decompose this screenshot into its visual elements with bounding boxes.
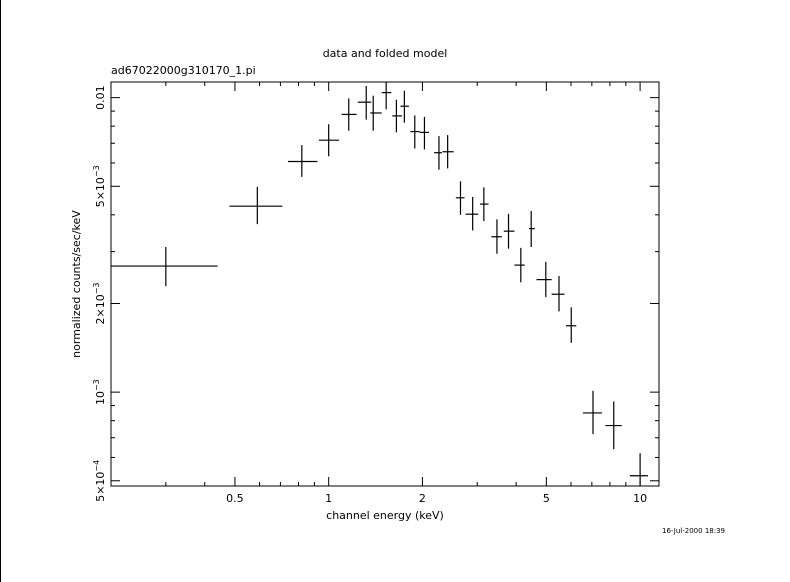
data-point (455, 181, 465, 215)
data-point (442, 135, 454, 169)
data-point (582, 390, 603, 435)
data-point (111, 247, 218, 287)
data-point (605, 401, 622, 450)
x-tick-label: 5 (543, 492, 550, 505)
data-point (392, 99, 403, 133)
data-point (370, 95, 382, 131)
data-point (529, 211, 535, 248)
y-axis-ticks (111, 97, 659, 482)
data-point (419, 116, 430, 150)
data-point (229, 186, 283, 225)
y-tick-label: 0.01 (94, 85, 107, 110)
data-point (410, 115, 420, 149)
data-point (565, 307, 577, 343)
x-tick-label: 10 (633, 492, 647, 505)
x-axis-tick-labels: 0.5 1 2 5 10 (226, 492, 647, 505)
data-point (491, 219, 502, 254)
data-point (465, 196, 479, 231)
chart-subtitle: ad67022000g310170_1.pi (111, 64, 256, 77)
y-tick-label: 2×10−3 (92, 282, 107, 324)
y-axis-label: normalized counts/sec/keV (70, 210, 83, 358)
data-point (551, 275, 565, 312)
data-point (287, 145, 318, 177)
data-point (503, 213, 515, 249)
x-axis-label: channel energy (keV) (326, 509, 444, 522)
timestamp: 16-Jul-2000 18:39 (662, 527, 725, 535)
x-axis-ticks (110, 82, 641, 486)
y-tick-label: 5×10−4 (92, 460, 107, 502)
y-tick-label: 5×10−3 (92, 165, 107, 207)
data-point (318, 124, 340, 157)
chart-title: data and folded model (323, 47, 448, 60)
x-tick-label: 1 (325, 492, 332, 505)
data-series (111, 82, 648, 486)
data-point (629, 453, 648, 486)
data-point (400, 90, 409, 123)
data-point (357, 86, 372, 120)
x-tick-label: 0.5 (226, 492, 244, 505)
data-point (536, 261, 552, 298)
data-point (479, 187, 489, 222)
y-axis-tick-labels: 5×10−4 10−3 2×10−3 5×10−3 0.01 (92, 85, 107, 501)
data-point (381, 82, 392, 110)
data-point (514, 247, 525, 283)
x-tick-label: 2 (419, 492, 426, 505)
data-point (434, 136, 442, 170)
plot-area-frame (110, 81, 660, 487)
y-tick-label: 10−3 (92, 379, 107, 405)
data-point (341, 98, 357, 131)
